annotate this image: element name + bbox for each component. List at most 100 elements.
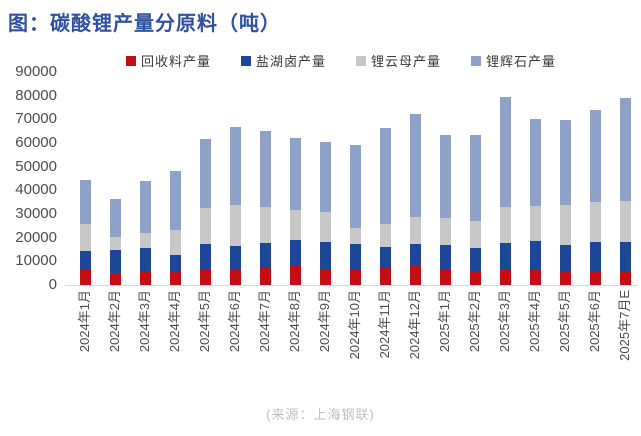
bar-column bbox=[79, 179, 91, 285]
y-axis-tick-label: 0 bbox=[48, 276, 57, 293]
legend-item: 锂云母产量 bbox=[356, 51, 471, 70]
bar-segment bbox=[259, 242, 271, 268]
bar-segment bbox=[379, 246, 391, 268]
bar-segment bbox=[409, 216, 421, 245]
chart-title: 图：碳酸锂产量分原料（吨） bbox=[8, 13, 281, 35]
legend-item: 回收料产量 bbox=[126, 51, 241, 70]
bar-column bbox=[469, 135, 481, 285]
bar-segment bbox=[259, 206, 271, 243]
bar-column bbox=[199, 139, 211, 285]
bar-column bbox=[409, 114, 421, 285]
x-axis-tick-label: 2024年11月 bbox=[377, 290, 392, 359]
bar-segment bbox=[169, 170, 181, 231]
x-axis-tick-label: 2024年8月 bbox=[287, 290, 302, 353]
x-axis-tick-label: 2024年9月 bbox=[317, 290, 332, 353]
bar-segment bbox=[199, 208, 211, 245]
x-axis-tick-label: 2024年7月 bbox=[257, 290, 272, 353]
bar-segment bbox=[439, 270, 451, 285]
legend-item: 锂辉石产量 bbox=[471, 51, 586, 70]
bar-column bbox=[559, 120, 571, 285]
y-axis-tick-label: 50000 bbox=[15, 157, 57, 175]
y-axis-tick-label: 20000 bbox=[15, 228, 57, 246]
bar-segment bbox=[409, 114, 421, 217]
bar-segment bbox=[289, 239, 301, 267]
x-axis-tick-label: 2024年5月 bbox=[197, 290, 212, 353]
bar-segment bbox=[139, 248, 151, 271]
source-caption: (来源：上海钢联) bbox=[266, 407, 375, 422]
bar-column bbox=[379, 127, 391, 285]
x-axis-tick-label: 2024年12月 bbox=[407, 290, 422, 360]
legend-label: 盐湖卤产量 bbox=[256, 54, 327, 69]
bar-segment bbox=[619, 272, 631, 285]
x-axis-tick-label: 2024年4月 bbox=[167, 290, 182, 353]
bar-segment bbox=[79, 224, 91, 251]
x-axis-tick-label: 2024年2月 bbox=[107, 290, 122, 353]
y-axis-tick-label: 70000 bbox=[15, 110, 57, 128]
bar-segment bbox=[469, 135, 481, 222]
y-axis-tick-label: 80000 bbox=[15, 86, 57, 104]
legend-swatch-icon bbox=[356, 55, 366, 66]
bar-segment bbox=[289, 137, 301, 211]
bar-column bbox=[109, 199, 121, 285]
bar-segment bbox=[169, 272, 181, 285]
plot-area bbox=[65, 72, 638, 286]
x-axis-tick-label: 2025年4月 bbox=[527, 290, 542, 353]
bar-segment bbox=[79, 179, 91, 225]
bar-segment bbox=[439, 245, 451, 271]
bar-segment bbox=[109, 249, 121, 274]
y-axis-tick-label: 30000 bbox=[15, 205, 57, 222]
bar-segment bbox=[139, 271, 151, 285]
bar-segment bbox=[199, 244, 211, 271]
bar-segment bbox=[469, 271, 481, 285]
bar-segment bbox=[439, 218, 451, 246]
bar-column bbox=[529, 119, 541, 285]
y-axis-tick-label: 40000 bbox=[15, 181, 57, 199]
bar-segment bbox=[499, 269, 511, 285]
bar-segment bbox=[319, 268, 331, 285]
bar-segment bbox=[559, 272, 571, 285]
bar-column bbox=[499, 96, 511, 285]
bar-segment bbox=[559, 244, 571, 273]
bar-segment bbox=[259, 267, 271, 285]
legend-swatch-icon bbox=[126, 55, 136, 66]
bar-segment bbox=[109, 199, 121, 238]
y-axis: 0 10000 20000 30000 40000 50000 60000 70000 8000… bbox=[0, 64, 57, 293]
bar-segment bbox=[439, 135, 451, 219]
bar-segment bbox=[529, 205, 541, 241]
x-axis-tick-label: 2024年1月 bbox=[77, 290, 92, 353]
x-axis-tick-label: 2025年6月 bbox=[587, 290, 602, 353]
bar-segment bbox=[589, 110, 601, 202]
bar-segment bbox=[289, 210, 301, 240]
bar-segment bbox=[109, 273, 121, 285]
bar-column bbox=[619, 97, 631, 285]
bar-segment bbox=[259, 130, 271, 207]
bar-segment bbox=[619, 97, 631, 201]
x-axis-tick-label: 2024年3月 bbox=[137, 290, 152, 353]
bar-segment bbox=[319, 211, 331, 242]
bar-segment bbox=[229, 204, 241, 246]
bar-segment bbox=[589, 271, 601, 285]
bar-segment bbox=[169, 230, 181, 256]
bar-segment bbox=[229, 269, 241, 285]
bar-segment bbox=[349, 243, 361, 271]
x-axis-tick-label: 2025年3月 bbox=[497, 290, 512, 353]
bar-segment bbox=[379, 224, 391, 247]
bar-segment bbox=[469, 221, 481, 248]
bar-segment bbox=[289, 266, 301, 285]
bar-segment bbox=[409, 244, 421, 266]
y-axis-tick-label: 60000 bbox=[15, 134, 57, 151]
y-axis-tick-label: 10000 bbox=[15, 252, 57, 270]
bar-segment bbox=[319, 141, 331, 212]
bar-column bbox=[319, 141, 331, 285]
bar-segment bbox=[559, 120, 571, 205]
bar-segment bbox=[199, 270, 211, 285]
bar-segment bbox=[349, 227, 361, 244]
x-axis-tick-label: 2025年7月E bbox=[617, 290, 632, 361]
bar-segment bbox=[379, 267, 391, 285]
bar-column bbox=[139, 180, 151, 285]
bar-segment bbox=[199, 139, 211, 209]
bar-column bbox=[229, 126, 241, 285]
legend-item: 盐湖卤产量 bbox=[241, 51, 356, 70]
bar-segment bbox=[319, 241, 331, 269]
bar-segment bbox=[79, 250, 91, 271]
